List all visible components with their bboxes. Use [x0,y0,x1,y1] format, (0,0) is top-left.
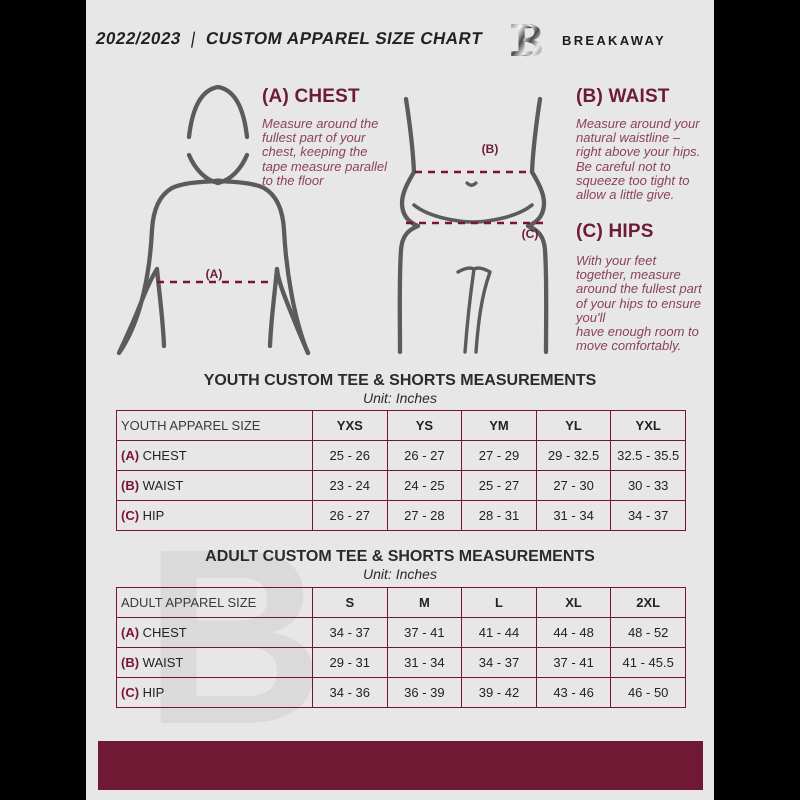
svg-text:(B): (B) [482,142,499,156]
svg-text:(C): (C) [522,227,539,241]
svg-text:(A): (A) [206,267,223,281]
